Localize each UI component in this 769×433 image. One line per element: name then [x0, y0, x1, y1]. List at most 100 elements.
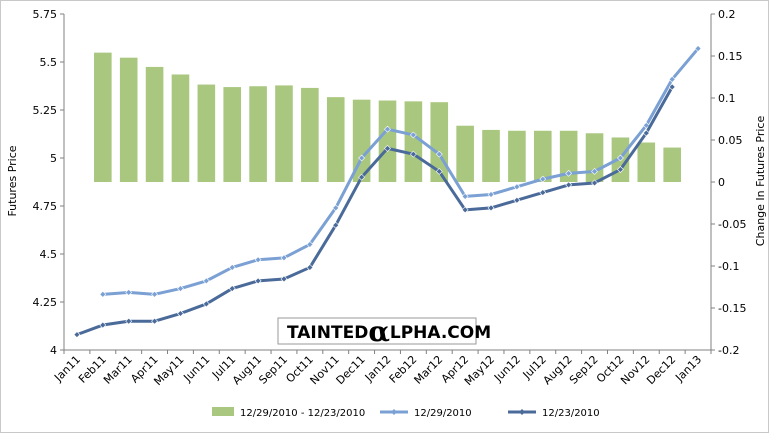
- bar: [533, 130, 552, 182]
- bar: [275, 85, 293, 182]
- bar: [637, 142, 656, 182]
- series-point: [73, 331, 81, 339]
- bar: [249, 86, 267, 182]
- series-point: [358, 173, 366, 181]
- legend-label: 12/23/2010: [542, 408, 600, 419]
- series-point: [151, 317, 159, 325]
- legend-swatch: [212, 407, 234, 416]
- series-point: [591, 168, 598, 175]
- legend-label: 12/29/2010 - 12/23/2010: [240, 408, 365, 419]
- bar: [508, 130, 526, 182]
- series-point: [125, 317, 133, 325]
- right-tick-label: -0.15: [718, 302, 746, 315]
- series-point: [228, 285, 236, 292]
- series-point: [668, 75, 676, 83]
- right-tick-label: 0.05: [718, 134, 743, 147]
- bar: [378, 100, 397, 182]
- series-point: [151, 290, 159, 298]
- legend-marker: [519, 409, 525, 415]
- right-tick-label: -0.2: [718, 344, 739, 357]
- right-tick-label: -0.1: [718, 260, 739, 273]
- series-point: [513, 196, 521, 204]
- series-point: [565, 169, 573, 177]
- series-point: [539, 175, 547, 183]
- right-tick-label: 0.1: [718, 92, 736, 105]
- watermark-text: TAINTEDαLPHA.COM: [287, 315, 491, 348]
- series-point: [384, 144, 391, 152]
- series-point: [358, 154, 366, 162]
- series-point: [177, 310, 184, 317]
- series-point: [409, 150, 417, 158]
- series-point: [461, 206, 469, 214]
- left-axis-title: Futures Price: [6, 145, 19, 216]
- series-point: [202, 277, 210, 285]
- bar: [326, 97, 345, 182]
- series-point: [435, 150, 443, 158]
- series-point: [461, 192, 469, 200]
- left-tick-label: 4: [50, 344, 57, 357]
- series-point: [254, 277, 262, 285]
- right-tick-label: 0: [718, 176, 725, 189]
- series-point: [280, 254, 288, 262]
- series-point: [694, 45, 702, 52]
- line-series: [73, 45, 702, 339]
- bar: [663, 147, 681, 182]
- bar: [456, 125, 474, 182]
- series-point: [177, 285, 184, 292]
- left-tick-label: 5.75: [33, 8, 58, 21]
- right-tick-label: 0.15: [718, 50, 743, 63]
- series-point: [409, 131, 417, 139]
- series-point: [332, 204, 340, 212]
- bar: [404, 101, 423, 182]
- series-point: [306, 240, 314, 248]
- series-point: [99, 290, 107, 298]
- bar: [482, 129, 500, 182]
- right-tick-label: 0.2: [718, 8, 736, 21]
- series-point: [125, 288, 133, 296]
- bar: [197, 84, 216, 182]
- left-tick-label: 5.5: [40, 56, 58, 69]
- bar: [301, 87, 319, 182]
- series-point: [99, 321, 107, 329]
- left-tick-label: 4.25: [33, 296, 58, 309]
- bar: [171, 74, 190, 182]
- series-point: [565, 181, 573, 189]
- watermark-logo: TAINTEDαLPHA.COM: [277, 315, 491, 348]
- left-tick-label: 5: [50, 152, 57, 165]
- series-point: [280, 275, 288, 283]
- legend-marker: [391, 409, 397, 415]
- bar: [223, 87, 242, 182]
- bar: [145, 66, 164, 182]
- series-point: [616, 166, 624, 173]
- series-point: [306, 264, 314, 271]
- right-tick-label: -0.05: [718, 218, 746, 231]
- series-point: [668, 83, 676, 91]
- series-line: [76, 86, 674, 337]
- series-point: [384, 125, 391, 133]
- series-point: [487, 191, 495, 198]
- left-tick-label: 4.75: [33, 200, 58, 213]
- series-point: [642, 129, 650, 137]
- right-axis-title: Change In Futures Price: [754, 116, 767, 247]
- series-point: [539, 189, 547, 196]
- bar: [352, 99, 371, 182]
- series-point: [332, 221, 340, 229]
- series-point: [591, 179, 598, 187]
- series-point: [487, 204, 495, 212]
- watermark-frame: [277, 317, 477, 345]
- series-point: [513, 183, 521, 191]
- series-point: [254, 256, 262, 264]
- series-point: [228, 264, 236, 271]
- left-axis-ticks: 4 4.25 4.5 4.75 5 5.25 5.5 5.75: [33, 8, 64, 357]
- legend: 12/29/2010 - 12/23/2010 12/29/2010 12/23/2…: [212, 407, 600, 419]
- series-point: [616, 154, 624, 162]
- legend-label: 12/29/2010: [414, 408, 472, 419]
- bar: [119, 57, 138, 182]
- series-point: [202, 300, 210, 308]
- series-point: [435, 168, 443, 175]
- bar: [559, 130, 578, 182]
- bar: [94, 52, 112, 182]
- left-tick-label: 4.5: [40, 248, 58, 261]
- right-axis-ticks: -0.2 -0.15 -0.1 -0.05 0 0.05 0.1 0.15 0.2: [711, 8, 746, 357]
